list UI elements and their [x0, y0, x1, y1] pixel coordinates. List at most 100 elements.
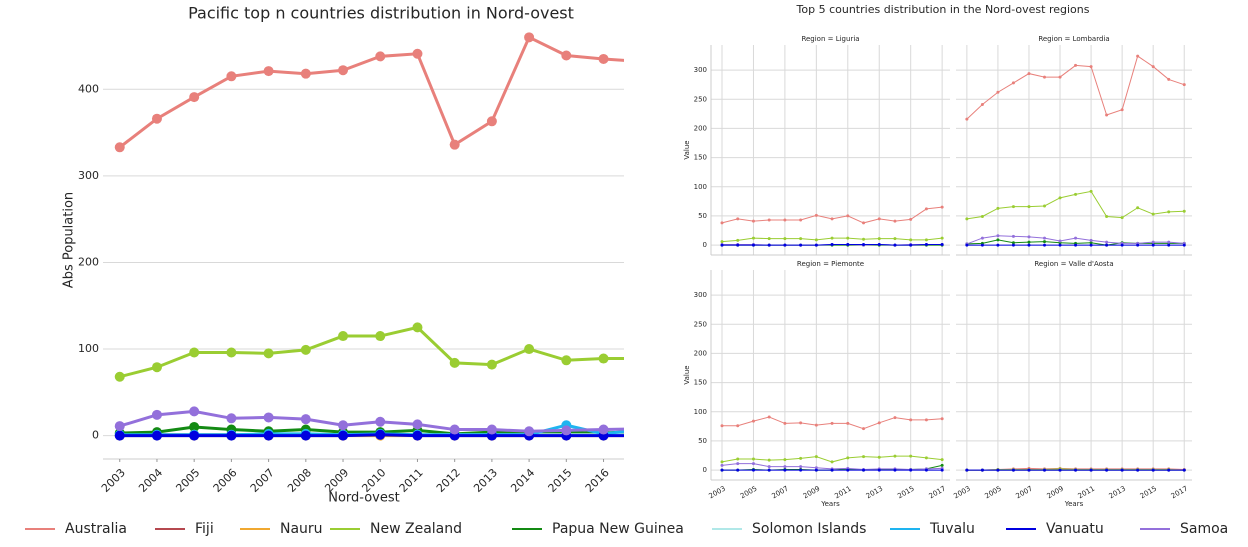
- panel-title: Region = Piemonte: [797, 260, 864, 268]
- x-tick-label: 2005: [983, 485, 1002, 501]
- point: [598, 424, 609, 435]
- point: [1043, 204, 1046, 208]
- point: [263, 66, 274, 77]
- point: [830, 236, 834, 240]
- point: [783, 421, 787, 425]
- x-tick-label: 2003: [708, 485, 727, 501]
- point: [767, 243, 771, 247]
- point: [980, 215, 984, 218]
- point: [598, 353, 609, 364]
- point: [636, 430, 646, 440]
- x-tick-label: 2011: [1077, 485, 1096, 501]
- point: [924, 243, 928, 246]
- plot-area: [114, 32, 646, 441]
- point: [846, 468, 850, 472]
- point: [877, 243, 881, 246]
- point: [1136, 468, 1140, 472]
- point: [736, 424, 740, 428]
- point: [940, 417, 944, 421]
- legend-label: Papua New Guinea: [552, 521, 684, 537]
- point: [720, 243, 724, 247]
- point: [1167, 77, 1171, 81]
- point: [449, 424, 460, 435]
- point: [189, 430, 200, 441]
- point: [1151, 243, 1155, 247]
- point: [338, 420, 349, 431]
- point: [412, 419, 423, 430]
- legend-label: New Zealand: [370, 521, 462, 537]
- point: [1043, 236, 1046, 240]
- x-tick-label: 2015: [546, 466, 575, 495]
- point: [783, 218, 787, 222]
- point: [767, 465, 771, 469]
- chart-title: Pacific top n countries distribution in …: [188, 4, 574, 23]
- point: [1167, 210, 1171, 214]
- point: [1089, 241, 1093, 245]
- point: [151, 409, 162, 420]
- point: [114, 142, 125, 153]
- point: [783, 465, 787, 469]
- point: [1151, 468, 1155, 472]
- point: [736, 462, 740, 466]
- legend-label: Nauru: [280, 521, 323, 537]
- point: [263, 412, 274, 423]
- point: [940, 236, 944, 240]
- x-tick-label: 2014: [508, 466, 537, 495]
- point: [799, 237, 803, 241]
- point: [1011, 205, 1015, 209]
- point: [736, 468, 740, 472]
- point: [338, 65, 349, 76]
- y-tick-label: 400: [78, 82, 99, 95]
- point: [893, 454, 897, 458]
- point: [924, 468, 928, 472]
- y-tick-label: 0: [92, 429, 99, 442]
- point: [486, 116, 497, 127]
- point: [338, 331, 349, 342]
- legend-label: Tuvalu: [929, 521, 975, 537]
- y-tick-label: 250: [694, 95, 707, 103]
- point: [736, 457, 740, 461]
- point: [189, 347, 200, 358]
- point: [1027, 205, 1031, 209]
- point: [862, 237, 866, 241]
- point: [1120, 216, 1124, 220]
- y-tick-label: 50: [698, 212, 707, 220]
- y-tick-label: 200: [78, 255, 99, 268]
- point: [996, 243, 1000, 247]
- x-tick-label: 2017: [1170, 485, 1189, 501]
- point: [1043, 243, 1046, 247]
- point: [1105, 240, 1109, 244]
- point: [720, 424, 724, 428]
- point: [720, 460, 724, 464]
- point: [114, 371, 125, 382]
- point: [636, 354, 646, 364]
- legend-label: Samoa: [1180, 521, 1228, 537]
- point: [189, 92, 200, 103]
- point: [114, 430, 125, 441]
- point: [636, 431, 646, 441]
- point: [940, 205, 944, 209]
- x-tick-label: 2003: [952, 485, 971, 501]
- x-tick-label: 2008: [285, 466, 314, 495]
- y-tick-label: 100: [694, 183, 707, 191]
- point: [1027, 468, 1031, 472]
- point: [1105, 215, 1109, 218]
- point: [814, 468, 818, 472]
- point: [965, 468, 969, 472]
- point: [877, 455, 881, 459]
- point: [1167, 243, 1171, 247]
- x-tick-label: 2007: [1015, 485, 1034, 501]
- point: [1027, 243, 1031, 247]
- y-tick-label: 150: [694, 154, 707, 162]
- legend-label: Vanuatu: [1046, 521, 1104, 537]
- y-tick-label: 0: [703, 466, 707, 474]
- point: [736, 238, 740, 242]
- point: [1043, 240, 1046, 244]
- point: [996, 234, 1000, 238]
- point: [720, 463, 724, 467]
- point: [751, 457, 755, 461]
- point: [830, 243, 834, 246]
- point: [996, 468, 1000, 472]
- point: [1027, 72, 1031, 76]
